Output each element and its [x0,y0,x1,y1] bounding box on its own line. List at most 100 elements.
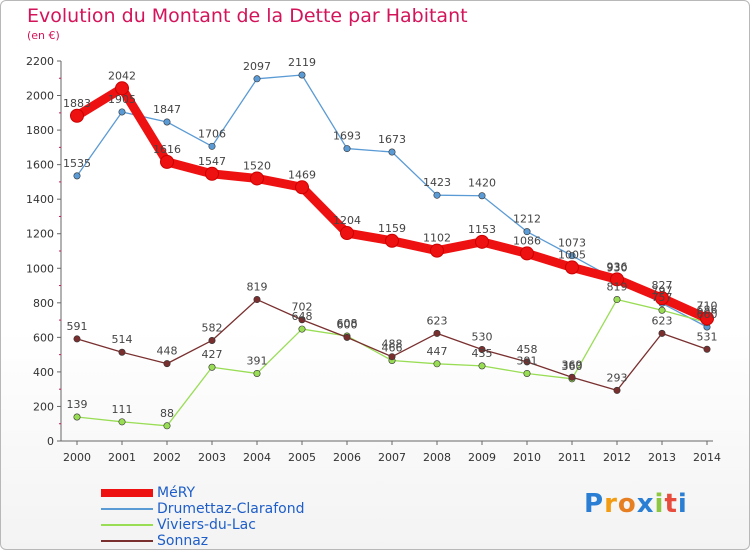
data-point-m-ry [700,311,714,326]
data-label-m-ry: 827 [652,279,673,292]
chart-subtitle: (en €) [27,29,60,42]
data-label-sonnaz: 582 [202,321,223,334]
x-tick-label: 2000 [63,451,91,464]
data-label-viviers-du-lac: 427 [202,348,223,361]
data-label-viviers-du-lac: 360 [562,360,583,373]
y-tick-label: 0 [47,435,54,448]
data-label-sonnaz: 531 [697,330,718,343]
data-label-viviers-du-lac: 819 [607,281,628,294]
data-point-drumettaz-clarafond [568,252,576,260]
data-label-drumettaz-clarafond: 1673 [378,133,406,146]
data-point-viviers-du-lac [73,413,81,421]
data-label-viviers-du-lac: 686 [697,304,718,317]
data-point-sonnaz [298,316,306,324]
series-points [70,71,714,430]
data-point-m-ry [205,166,219,181]
legend-label: Viviers-du-Lac [157,517,256,533]
data-point-sonnaz [118,348,126,356]
data-point-drumettaz-clarafond [523,228,531,236]
data-label-sonnaz: 623 [427,314,448,327]
data-label-sonnaz: 600 [337,318,358,331]
data-label-sonnaz: 293 [607,371,628,384]
x-tick-label: 2003 [198,451,226,464]
y-tick-label: 1400 [26,193,54,206]
x-tick-label: 2001 [108,451,136,464]
logo-letter: i [654,489,665,519]
data-point-viviers-du-lac [478,362,486,370]
legend-swatch [101,508,153,510]
x-tick-label: 2007 [378,451,406,464]
data-point-m-ry [115,81,129,96]
x-tick-label: 2010 [513,451,541,464]
data-label-sonnaz: 458 [517,343,538,356]
data-point-sonnaz [163,360,171,368]
data-label-m-ry: 936 [607,260,628,273]
data-label-viviers-du-lac: 111 [112,403,133,416]
data-point-sonnaz [658,329,666,337]
data-point-m-ry [160,154,174,169]
data-label-m-ry: 1086 [513,234,541,247]
data-label-m-ry: 1520 [243,159,271,172]
data-point-drumettaz-clarafond [478,192,486,200]
data-label-m-ry: 1469 [288,168,316,181]
data-label-viviers-du-lac: 757 [652,291,673,304]
x-tick-label: 2005 [288,451,316,464]
data-label-m-ry: 1153 [468,223,496,236]
y-tick-label: 2200 [26,55,54,68]
data-point-m-ry [520,246,534,261]
data-point-sonnaz [568,373,576,381]
legend-label: Drumettaz-Clarafond [157,501,305,517]
data-point-sonnaz [73,335,81,343]
logo-letter: t [664,489,678,519]
data-label-viviers-du-lac: 466 [382,342,403,355]
data-label-viviers-du-lac: 139 [67,398,88,411]
data-point-m-ry [385,233,399,248]
data-label-drumettaz-clarafond: 1073 [558,237,586,250]
data-label-sonnaz: 448 [157,345,178,358]
data-label-drumettaz-clarafond: 1420 [468,177,496,190]
data-label-m-ry: 1883 [63,97,91,110]
data-point-m-ry [655,291,669,306]
data-label-viviers-du-lac: 88 [160,407,174,420]
chart-title: Evolution du Montant de la Dette par Hab… [27,5,468,27]
data-point-m-ry [295,180,309,195]
y-tick-label: 1800 [26,124,54,137]
x-tick-label: 2004 [243,451,271,464]
data-label-sonnaz: 702 [292,301,313,314]
y-tick-label: 600 [33,331,54,344]
data-label-viviers-du-lac: 608 [337,317,358,330]
y-tick-label: 2000 [26,90,54,103]
data-label-drumettaz-clarafond: 1847 [153,103,181,116]
data-point-drumettaz-clarafond [298,71,306,79]
data-point-m-ry [565,260,579,275]
logo-letter: P [584,489,605,519]
data-label-sonnaz: 514 [112,333,133,346]
x-tick-label: 2008 [423,451,451,464]
data-point-viviers-du-lac [523,369,531,377]
data-label-drumettaz-clarafond: 1535 [63,157,91,170]
data-point-m-ry [250,171,264,186]
data-label-m-ry: 1547 [198,155,226,168]
data-point-viviers-du-lac [163,422,171,430]
data-point-sonnaz [478,345,486,353]
data-label-drumettaz-clarafond: 2097 [243,60,271,73]
data-point-drumettaz-clarafond [73,172,81,180]
data-point-m-ry [475,234,489,249]
data-point-sonnaz [433,329,441,337]
data-label-drumettaz-clarafond: 1423 [423,176,451,189]
y-tick-label: 200 [33,400,54,413]
logo-letter: o [617,489,637,519]
data-point-sonnaz [343,333,351,341]
y-tick-label: 400 [33,366,54,379]
data-point-drumettaz-clarafond [433,191,441,199]
legend-swatch [101,524,153,526]
data-point-drumettaz-clarafond [253,75,261,83]
x-tick-label: 2011 [558,451,586,464]
legend-swatch [101,540,153,542]
logo-letter: r [604,489,618,519]
data-label-viviers-du-lac: 391 [517,354,538,367]
data-point-m-ry [430,243,444,258]
data-point-sonnaz [388,353,396,361]
